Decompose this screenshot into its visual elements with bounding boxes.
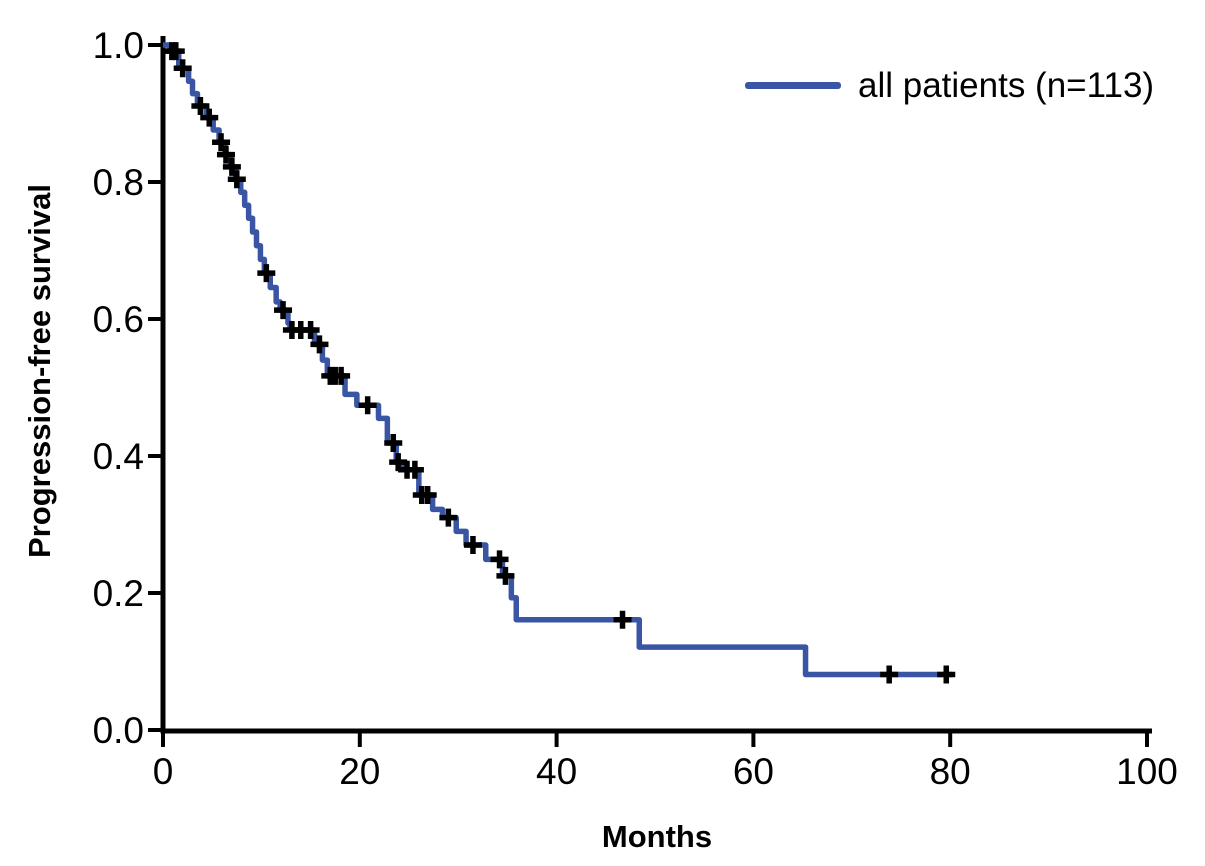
y-tick-label: 0.6 — [93, 299, 144, 340]
censor-mark — [332, 366, 351, 385]
x-tick-label: 100 — [1116, 751, 1178, 792]
y-tick-label: 0.4 — [93, 436, 144, 477]
censor-mark — [880, 665, 899, 684]
y-axis-title: Progression-free survival — [22, 184, 57, 558]
censor-mark — [310, 335, 329, 354]
censor-mark — [439, 508, 458, 527]
y-tick-label: 0.8 — [93, 162, 144, 203]
censor-mark — [200, 108, 219, 127]
censor-mark — [212, 133, 231, 152]
censor-mark — [496, 566, 515, 585]
censor-mark — [405, 460, 424, 479]
legend-line-swatch — [745, 82, 841, 89]
censor-mark — [227, 170, 246, 189]
censor-mark — [384, 433, 403, 452]
censor-mark — [216, 145, 235, 164]
censor-mark — [613, 610, 632, 629]
censor-mark — [257, 264, 276, 283]
x-tick-label: 40 — [536, 751, 577, 792]
censor-mark — [166, 42, 185, 61]
y-tick-label: 1.0 — [93, 25, 144, 66]
censor-mark — [191, 96, 210, 115]
censor-mark — [418, 486, 437, 505]
censor-mark — [173, 59, 192, 78]
y-tick-label: 0.2 — [93, 573, 144, 614]
censor-mark — [222, 157, 241, 176]
legend: all patients (n=113) — [745, 68, 1154, 103]
censor-mark — [490, 550, 509, 569]
y-tick-label: 0.0 — [93, 710, 144, 751]
censor-mark — [358, 396, 377, 415]
censor-mark — [463, 536, 482, 555]
x-tick-label: 60 — [733, 751, 774, 792]
x-tick-label: 20 — [339, 751, 380, 792]
censor-mark — [301, 320, 320, 339]
censor-mark — [274, 301, 293, 320]
x-tick-label: 0 — [153, 751, 174, 792]
legend-label: all patients (n=113) — [858, 66, 1155, 105]
survival-curve — [163, 42, 953, 678]
x-axis-title: Months — [601, 819, 713, 854]
censor-mark — [937, 665, 956, 684]
x-tick-label: 80 — [930, 751, 971, 792]
